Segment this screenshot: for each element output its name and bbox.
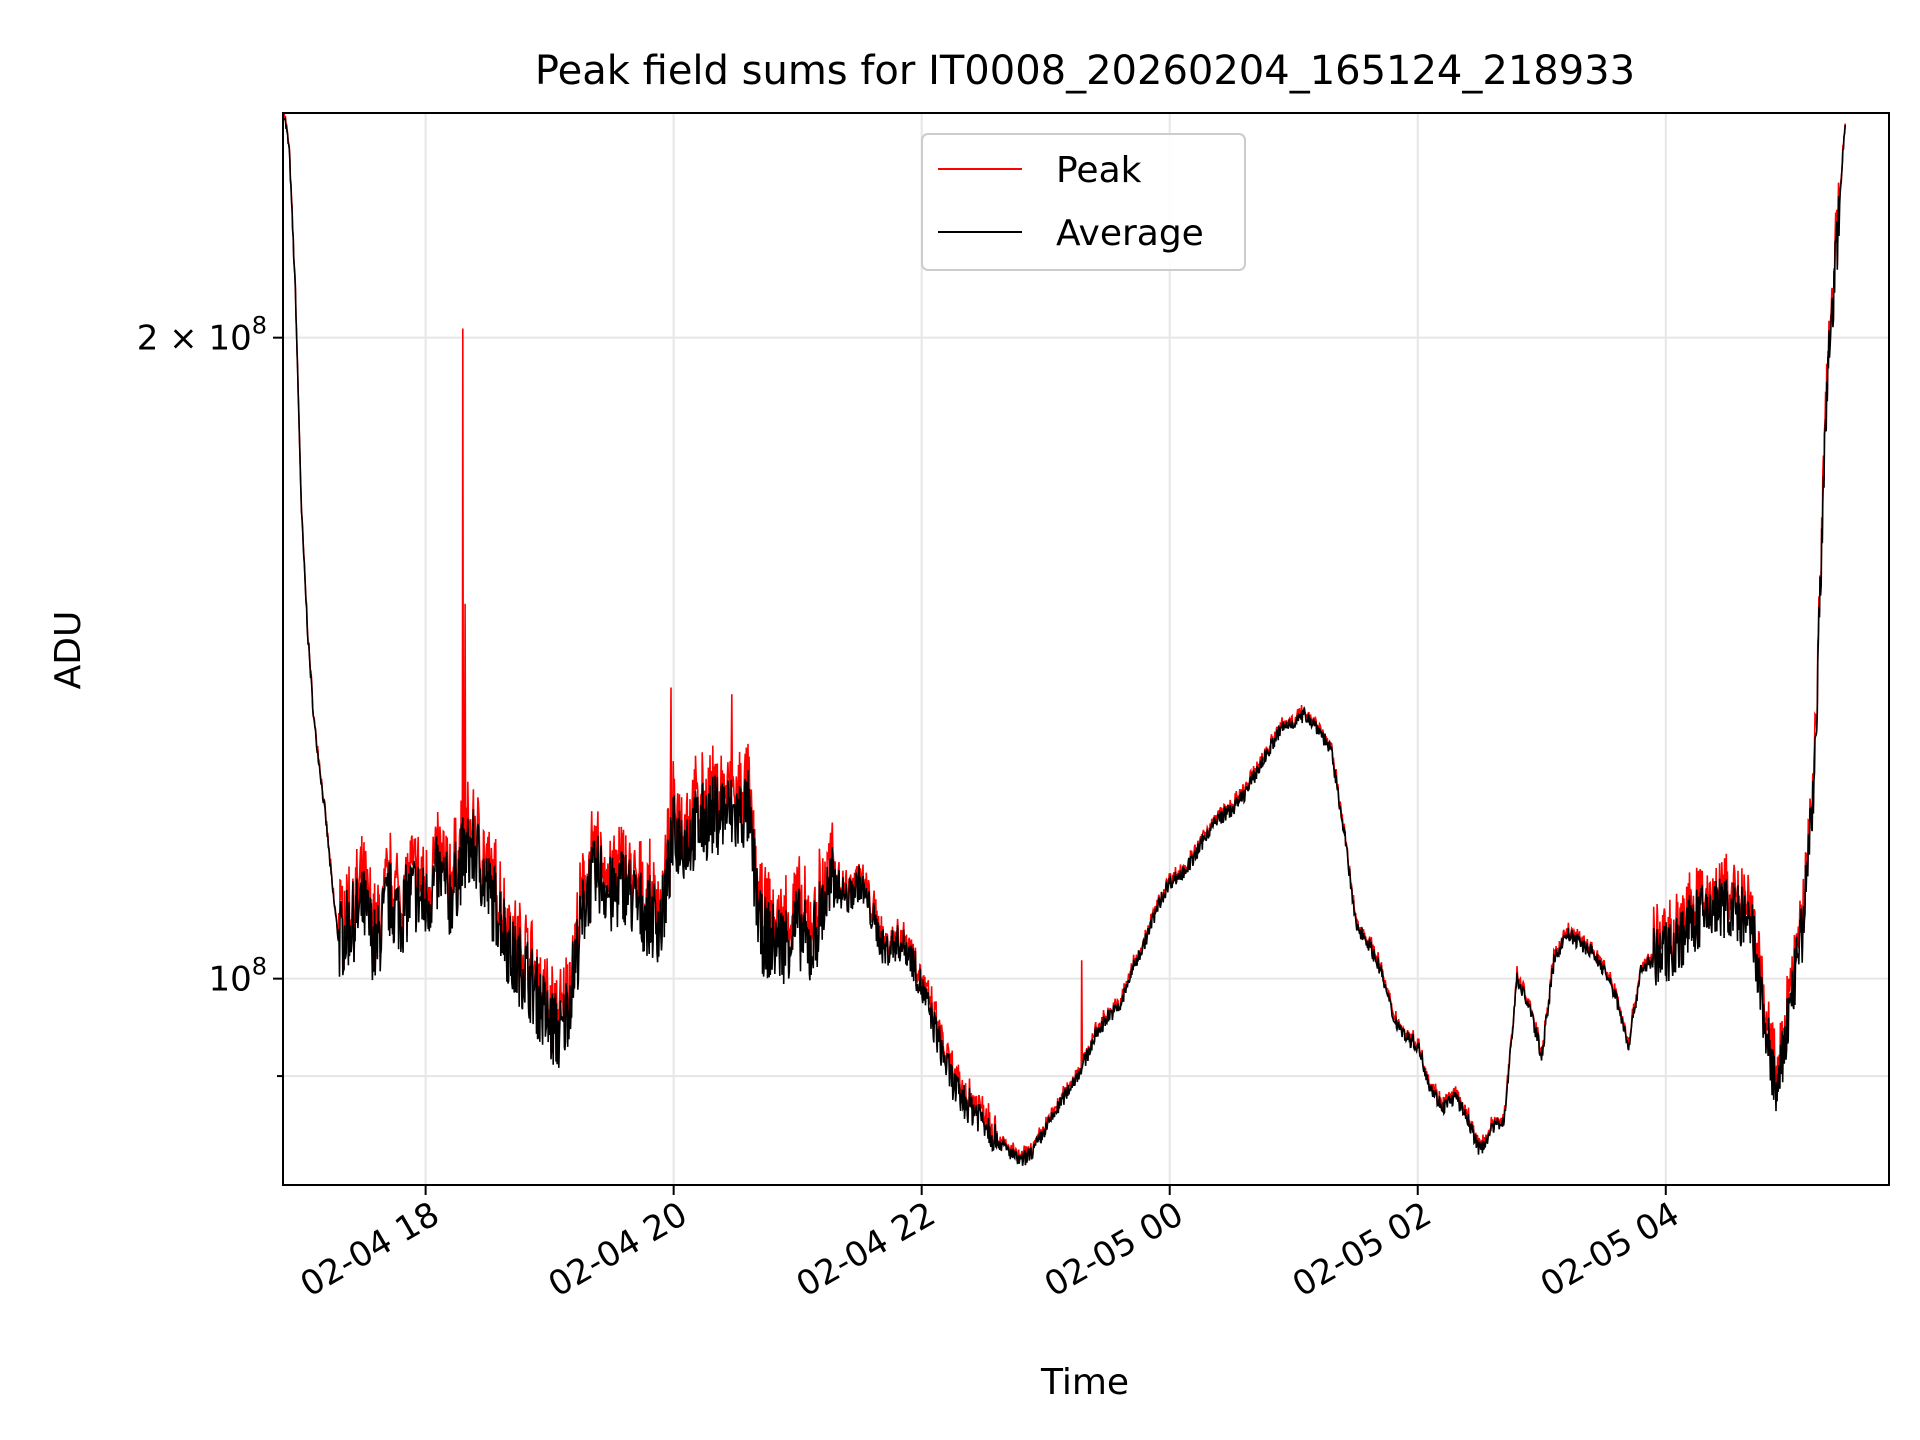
average-series-group [283, 116, 1846, 1166]
legend: Peak Average [921, 133, 1246, 271]
peak-series-group [283, 113, 1846, 1165]
peak-series-line [283, 113, 1846, 1165]
y-axis-ticks: 108 2 × 108 [137, 312, 283, 1078]
x-tick-label: 02-05 00 [1038, 1194, 1190, 1305]
legend-peak-label: Peak [1056, 150, 1142, 191]
chart-title: Peak field sums for IT0008_20260204_1651… [535, 48, 1635, 94]
y-tick-label: 108 [208, 953, 267, 1000]
average-series-line [283, 116, 1846, 1166]
x-tick-label: 02-05 02 [1286, 1194, 1438, 1305]
legend-average-label: Average [1056, 213, 1204, 254]
x-tick-label: 02-04 20 [542, 1194, 694, 1305]
plot-frame [282, 112, 1890, 1186]
y-axis-label: ADU [48, 611, 89, 690]
y-tick-label: 2 × 108 [137, 312, 267, 359]
grid-lines [283, 113, 1889, 1185]
x-tick-label: 02-04 18 [294, 1194, 446, 1305]
x-axis-label: Time [1040, 1362, 1129, 1403]
x-axis-ticks: 02-04 18 02-04 20 02-04 22 02-05 00 02-05 02… [294, 1185, 1686, 1305]
x-tick-label: 02-05 04 [1534, 1194, 1686, 1305]
x-tick-label: 02-04 22 [790, 1194, 942, 1305]
